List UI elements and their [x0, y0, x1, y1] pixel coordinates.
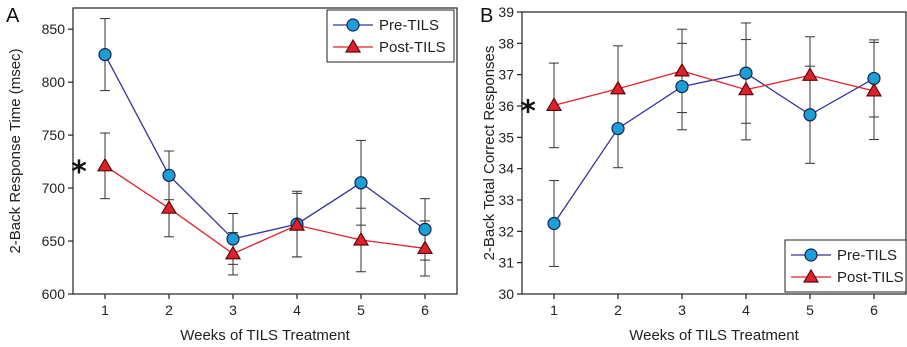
data-point-post-tils: [609, 80, 627, 95]
data-point-post-tils: [416, 240, 434, 255]
x-tick-label: 5: [806, 302, 814, 318]
legend-marker-circle: [804, 248, 818, 262]
x-tick-label: 3: [678, 302, 686, 318]
legend-label: Post-TILS: [837, 269, 904, 286]
legend-box: [326, 9, 455, 63]
data-point-pre-tils: [739, 66, 753, 80]
y-tick-label: 31: [498, 255, 514, 271]
significance-asterisk: *: [520, 94, 536, 129]
x-tick-label: 3: [229, 302, 237, 318]
data-point-pre-tils: [162, 168, 176, 182]
data-point-pre-tils: [675, 79, 689, 94]
data-point-post-tils: [737, 81, 755, 96]
data-point-post-tils: [865, 82, 883, 97]
y-tick-label: 37: [498, 67, 514, 83]
x-tick-label: 2: [614, 302, 622, 318]
legend-label: Pre-TILS: [379, 17, 439, 34]
y-axis-title: 2-Back Total Correct Responses: [481, 46, 498, 261]
x-tick-label: 4: [742, 302, 750, 318]
panel-letter: A: [6, 5, 20, 27]
y-tick-label: 34: [498, 161, 514, 177]
x-tick-label: 2: [165, 302, 173, 318]
series-line-pre-tils: [104, 54, 426, 240]
series-line-post-tils: [553, 70, 875, 107]
y-tick-label: 600: [42, 286, 66, 302]
plot-frame: [72, 7, 458, 295]
y-tick-label: 650: [42, 233, 66, 249]
y-tick-label: 32: [498, 223, 514, 239]
x-tick-label: 1: [550, 302, 558, 318]
data-point-post-tils: [545, 97, 563, 111]
y-tick-label: 30: [498, 286, 514, 302]
y-tick-label: 35: [498, 129, 514, 145]
data-point-pre-tils: [354, 176, 368, 190]
panel-letter: B: [480, 5, 493, 27]
data-point-post-tils: [801, 67, 819, 81]
y-tick-label: 39: [498, 4, 514, 20]
data-point-pre-tils: [803, 108, 817, 122]
data-point-pre-tils: [418, 222, 432, 236]
data-point-pre-tils: [867, 71, 881, 86]
y-tick-label: 850: [42, 21, 66, 37]
legend-label: Post-TILS: [379, 39, 446, 56]
data-point-post-tils: [673, 62, 691, 77]
x-tick-label: 6: [870, 302, 878, 318]
y-tick-label: 38: [498, 35, 514, 51]
data-point-post-tils: [96, 157, 114, 172]
x-tick-label: 6: [421, 302, 429, 318]
x-tick-label: 5: [357, 302, 365, 318]
data-point-post-tils: [352, 231, 370, 246]
legend-marker-circle: [346, 18, 360, 32]
y-tick-label: 36: [498, 98, 514, 114]
data-point-post-tils: [160, 200, 178, 214]
y-tick-label: 750: [42, 127, 66, 143]
legend-marker-triangle: [802, 268, 820, 283]
legend-label: Pre-TILS: [837, 247, 897, 264]
y-axis-title: 2-Back Response Time (msec): [7, 48, 24, 253]
x-axis-title: Weeks of TILS Treatment: [180, 327, 350, 344]
series-line-post-tils: [104, 165, 426, 255]
y-tick-label: 700: [42, 180, 66, 196]
x-axis-title: Weeks of TILS Treatment: [629, 327, 799, 344]
y-tick-label: 800: [42, 74, 66, 90]
series-line-pre-tils: [553, 72, 875, 224]
data-point-pre-tils: [98, 48, 112, 62]
data-point-post-tils: [288, 216, 306, 231]
legend-marker-triangle: [344, 38, 362, 53]
chart-panel-a: A 600 650 700 750 800 850 1 2 3 4 5 6 Weeks of TILS T…: [6, 5, 458, 344]
legend-box: [784, 239, 907, 293]
y-tick-label: 33: [498, 192, 514, 208]
data-point-post-tils: [224, 245, 242, 260]
significance-asterisk: *: [71, 155, 87, 190]
data-point-pre-tils: [611, 121, 625, 136]
plot-frame: [521, 11, 907, 295]
x-tick-label: 4: [293, 302, 301, 318]
x-tick-label: 1: [101, 302, 109, 318]
data-point-pre-tils: [226, 232, 240, 246]
data-point-pre-tils: [547, 216, 561, 231]
